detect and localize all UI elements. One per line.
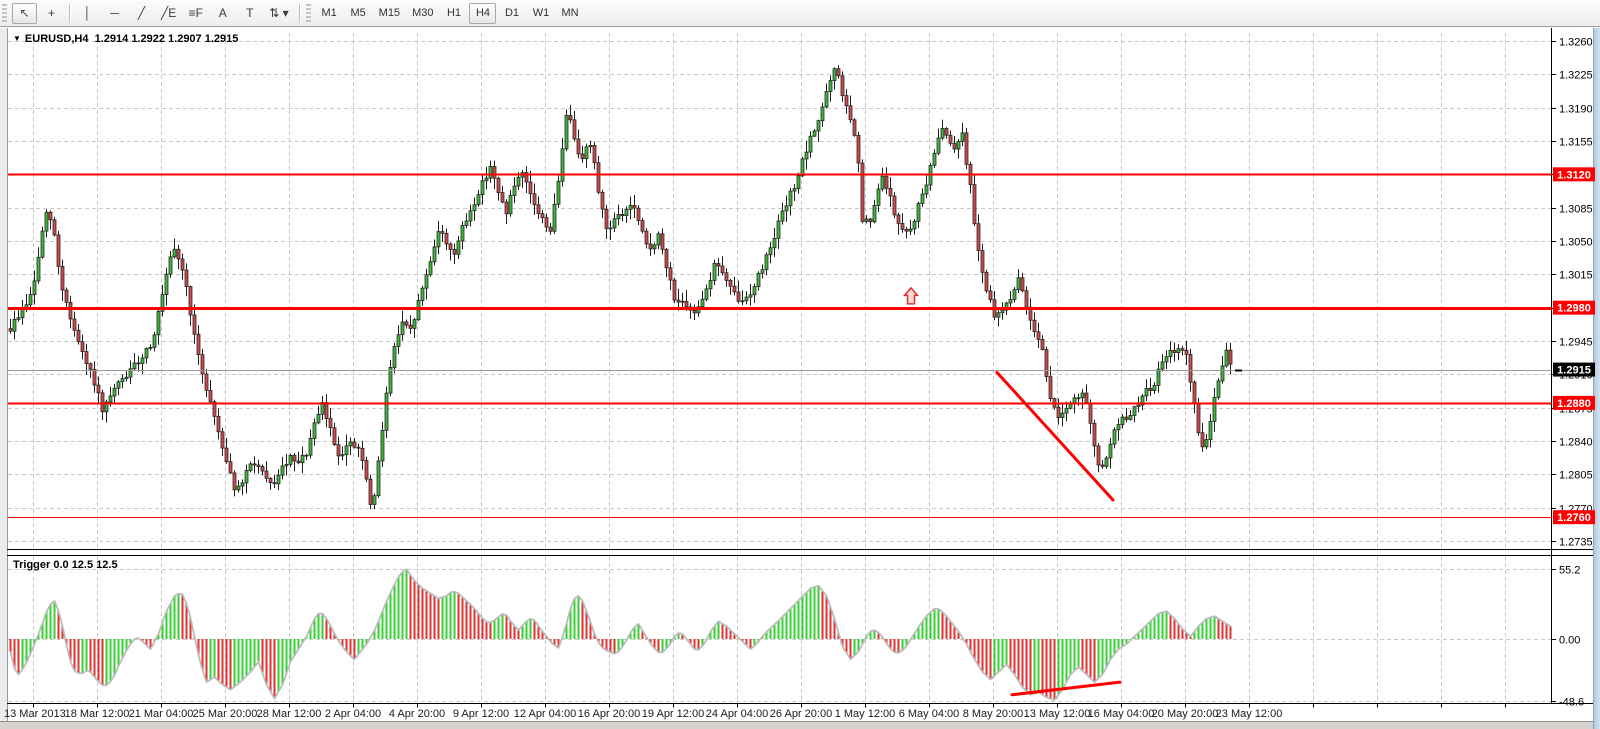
chart-menu-arrow-icon[interactable]: ▼	[13, 34, 21, 43]
timeframe-h4-button[interactable]: H4	[469, 2, 497, 24]
indicator-axis-tick-label: -48.6	[1559, 697, 1584, 709]
tool-equidistant-channel-button[interactable]: ╱E	[156, 3, 181, 24]
date-axis-label: 6 May 04:00	[899, 708, 960, 720]
price-axis-tick-label: 1.3190	[1559, 104, 1593, 116]
chart-symbol-period: EURUSD,H4	[24, 33, 89, 45]
date-axis-label: 2 Apr 04:00	[325, 708, 381, 720]
date-axis-label: 1 May 12:00	[835, 708, 896, 720]
indicator-axis-tick-label: 55.2	[1559, 565, 1580, 577]
date-axis-label: 26 Apr 20:00	[770, 708, 832, 720]
timeframe-m5-button[interactable]: M5	[345, 3, 372, 24]
level-price-label-text: 1.3120	[1557, 169, 1591, 181]
current-price-label-text: 1.2915	[1557, 365, 1591, 377]
indicator-histogram[interactable]	[9, 569, 1232, 700]
up-arrow-marker[interactable]	[902, 286, 920, 305]
level-price-label	[1553, 395, 1595, 410]
tool-arrows-button[interactable]: ⇅ ▾	[264, 3, 293, 24]
toolbar-separator	[298, 3, 300, 23]
price-axis-tick-label: 1.3155	[1559, 137, 1593, 149]
candlesticks[interactable]	[8, 65, 1233, 510]
price-axis-tick-label: 1.3050	[1559, 237, 1593, 249]
tool-trendline-button[interactable]: ╱	[129, 3, 154, 24]
crosshair-icon: +	[47, 6, 55, 20]
toolbar-separator	[69, 3, 70, 23]
equidistant-channel-icon: ╱E	[161, 6, 177, 20]
chart-background	[0, 28, 1600, 729]
level-price-label-text: 1.2760	[1557, 512, 1591, 524]
tool-text-label-button[interactable]: T	[237, 3, 262, 24]
price-axis-tick-label: 1.2805	[1559, 470, 1593, 482]
price-trendline[interactable]	[995, 370, 1115, 502]
chart-ohlc-values: 1.2914 1.2922 1.2907 1.2915	[94, 33, 239, 45]
date-axis-label: 9 Apr 12:00	[453, 708, 509, 720]
level-price-label	[1553, 167, 1595, 182]
date-axis-label: 21 Mar 04:00	[129, 708, 194, 720]
price-axis-tick-label: 1.3085	[1559, 204, 1593, 216]
indicator-trendline[interactable]	[1010, 680, 1122, 697]
date-axis-label: 13 May 12:00	[1024, 708, 1091, 720]
date-axis-label: 20 May 20:00	[1152, 708, 1219, 720]
tool-fibonacci-button[interactable]: ≡F	[183, 3, 208, 24]
toolbar-grip[interactable]	[305, 4, 311, 22]
timeframe-m30-button[interactable]: M30	[407, 3, 438, 24]
trendline-icon: ╱	[137, 6, 146, 20]
indicator-name-label: Trigger 0.0 12.5 12.5	[13, 559, 118, 571]
price-axis-tick-label: 1.2840	[1559, 437, 1593, 449]
date-axis-label: 13 Mar 2013	[4, 708, 66, 720]
chart-title: ▼ EURUSD,H4 1.2914 1.2922 1.2907 1.2915	[13, 33, 238, 45]
tool-horizontal-line-button[interactable]: ─	[102, 3, 127, 24]
horizontal-line-icon: ─	[110, 6, 119, 20]
tool-cursor-button[interactable]: ↖	[12, 2, 37, 24]
timeframe-mn-button[interactable]: MN	[556, 3, 583, 24]
cursor-icon: ↖	[19, 6, 30, 20]
toolbar-grip[interactable]	[2, 4, 7, 22]
date-axis-label: 23 May 12:00	[1216, 708, 1283, 720]
pane-borders	[7, 28, 1593, 704]
tool-text-button[interactable]: A	[210, 3, 235, 24]
timeframe-m15-button[interactable]: M15	[374, 3, 405, 24]
price-axis-tick-label: 1.3260	[1559, 37, 1593, 49]
toolbar: ↖ + │ ─ ╱ ╱E ≡F A T ⇅ ▾ M1 M5 M15 M30 H1…	[0, 0, 1600, 27]
date-axis-label: 24 Apr 04:00	[706, 708, 768, 720]
window-right-scrollbar[interactable]	[1593, 28, 1600, 729]
window-left-edge	[0, 28, 7, 722]
tool-vertical-line-button[interactable]: │	[75, 3, 100, 24]
date-axis-label: 25 Mar 20:00	[193, 708, 258, 720]
tool-crosshair-button[interactable]: +	[39, 3, 64, 24]
text-icon: A	[218, 6, 227, 20]
vertical-line-icon: │	[83, 6, 92, 20]
price-axis-tick-label: 1.3225	[1559, 70, 1593, 82]
indicator-axis-tick-label: 0.00	[1559, 635, 1580, 647]
date-axis-label: 28 Mar 12:00	[257, 708, 322, 720]
level-price-label-text: 1.2980	[1557, 303, 1591, 315]
price-axis-tick-label: 1.3015	[1559, 270, 1593, 282]
arrows-icon: ⇅ ▾	[269, 6, 289, 20]
timeframe-w1-button[interactable]: W1	[527, 3, 554, 24]
level-price-label-text: 1.2880	[1557, 398, 1591, 410]
current-price-label	[1553, 362, 1595, 377]
window-bottom-edge	[0, 722, 1600, 729]
fibonacci-icon: ≡F	[188, 6, 203, 20]
timeframe-m1-button[interactable]: M1	[316, 3, 343, 24]
text-label-icon: T	[246, 6, 254, 20]
timeframe-d1-button[interactable]: D1	[498, 3, 525, 24]
date-axis-label: 16 May 04:00	[1088, 708, 1155, 720]
level-price-label	[1553, 510, 1595, 525]
price-axis-tick-label: 1.2945	[1559, 337, 1593, 349]
date-axis-label: 19 Apr 12:00	[642, 708, 704, 720]
price-axis-tick-label: 1.2735	[1559, 537, 1593, 549]
date-axis-label: 18 Mar 12:00	[65, 708, 130, 720]
date-axis-label: 16 Apr 20:00	[578, 708, 640, 720]
timeframe-h1-button[interactable]: H1	[440, 3, 467, 24]
level-price-label	[1553, 300, 1595, 315]
date-axis-label: 8 May 20:00	[963, 708, 1024, 720]
date-axis-label: 4 Apr 20:00	[389, 708, 445, 720]
date-axis-label: 12 Apr 04:00	[514, 708, 576, 720]
